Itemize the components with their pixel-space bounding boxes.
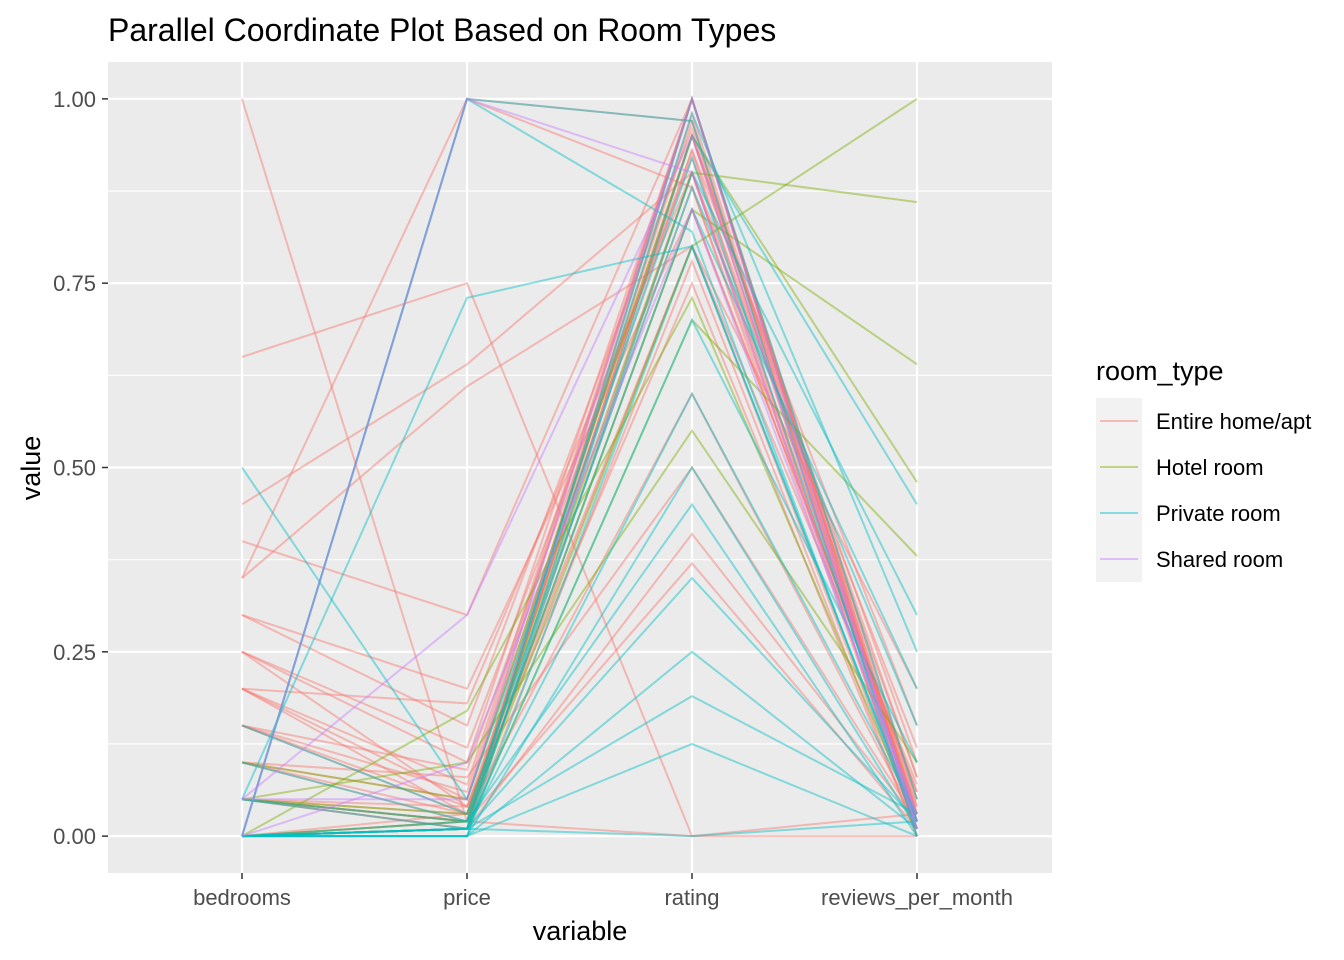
series-line bbox=[242, 133, 918, 838]
series-line bbox=[241, 245, 918, 822]
y-tick-label: 1.00 bbox=[53, 87, 96, 112]
series-line bbox=[241, 95, 918, 815]
series-line bbox=[241, 258, 918, 837]
series-line bbox=[241, 171, 918, 816]
x-tick-label: bedrooms bbox=[193, 885, 291, 910]
series-line bbox=[241, 207, 918, 838]
series-line bbox=[241, 110, 918, 823]
series-line bbox=[241, 132, 918, 830]
y-tick-label: 0.75 bbox=[53, 271, 96, 296]
series-line bbox=[241, 184, 918, 830]
x-tick-label: rating bbox=[664, 885, 719, 910]
series-line bbox=[241, 295, 918, 837]
series-line bbox=[241, 243, 918, 808]
series-line bbox=[241, 169, 918, 830]
series-line bbox=[241, 170, 918, 800]
series-line bbox=[241, 820, 917, 838]
series-line bbox=[242, 742, 918, 838]
series-line bbox=[241, 170, 918, 838]
legend-title: room_type bbox=[1096, 356, 1224, 386]
series-line bbox=[241, 154, 918, 778]
series-line bbox=[241, 97, 918, 837]
series-line bbox=[241, 428, 918, 801]
series-line bbox=[241, 280, 918, 837]
series-line bbox=[241, 391, 918, 822]
series-line bbox=[242, 95, 918, 830]
series-line bbox=[241, 184, 918, 816]
series-lines bbox=[241, 95, 918, 838]
legend-label: Private room bbox=[1156, 501, 1281, 526]
legend-key-background bbox=[1096, 536, 1142, 582]
series-line bbox=[241, 95, 918, 800]
series-line bbox=[241, 95, 918, 815]
series-line bbox=[241, 169, 918, 838]
series-line bbox=[241, 117, 918, 822]
series-line bbox=[241, 97, 918, 807]
series-line bbox=[241, 576, 918, 838]
series-line bbox=[241, 154, 918, 822]
series-line bbox=[241, 169, 918, 749]
series-line bbox=[242, 650, 918, 838]
legend-label: Entire home/apt bbox=[1156, 409, 1311, 434]
grid-lines bbox=[108, 62, 1052, 873]
series-line bbox=[241, 244, 918, 830]
series-line bbox=[241, 206, 918, 823]
legend-label: Shared room bbox=[1156, 547, 1283, 572]
series-line bbox=[241, 98, 918, 825]
x-axis-ticks: bedrooms price rating reviews_per_month bbox=[193, 873, 1013, 910]
legend: Entire home/apt Hotel room Private room Sha… bbox=[1096, 398, 1311, 582]
series-line bbox=[241, 110, 918, 830]
series-line bbox=[241, 532, 918, 838]
y-tick-label: 0.00 bbox=[53, 824, 96, 849]
series-line bbox=[241, 95, 918, 822]
series-line bbox=[241, 95, 918, 838]
x-axis-title: variable bbox=[533, 916, 628, 946]
series-line bbox=[241, 132, 918, 822]
series-line bbox=[241, 820, 918, 838]
y-tick-label: 0.50 bbox=[53, 456, 96, 481]
legend-key-background bbox=[1096, 398, 1142, 444]
series-line bbox=[241, 206, 918, 838]
series-line bbox=[241, 133, 918, 801]
series-line bbox=[241, 206, 918, 793]
x-tick-label: price bbox=[443, 885, 491, 910]
series-line bbox=[241, 317, 918, 830]
series-line bbox=[241, 694, 918, 838]
series-line bbox=[241, 97, 918, 837]
legend-key-background bbox=[1096, 444, 1142, 490]
series-line bbox=[241, 391, 918, 838]
series-line bbox=[241, 465, 918, 822]
series-line bbox=[242, 465, 918, 838]
chart-title: Parallel Coordinate Plot Based on Room T… bbox=[108, 12, 776, 48]
legend-key-background bbox=[1096, 490, 1142, 536]
series-line bbox=[241, 95, 918, 823]
legend-label: Hotel room bbox=[1156, 455, 1264, 480]
series-line bbox=[241, 98, 918, 823]
series-line bbox=[241, 97, 918, 837]
series-line bbox=[241, 125, 918, 815]
series-line bbox=[241, 95, 918, 838]
series-line bbox=[241, 132, 918, 823]
series-line bbox=[241, 147, 918, 837]
series-line bbox=[241, 561, 918, 830]
series-line bbox=[241, 243, 918, 838]
series-line bbox=[241, 318, 918, 838]
y-tick-label: 0.25 bbox=[53, 640, 96, 665]
series-line bbox=[241, 147, 918, 816]
y-axis-title: value bbox=[16, 436, 46, 501]
series-line bbox=[241, 96, 918, 822]
series-line bbox=[241, 281, 918, 838]
series-line bbox=[241, 132, 918, 838]
series-line bbox=[241, 502, 918, 837]
y-axis-ticks: 0.00 0.25 0.50 0.75 1.00 bbox=[53, 87, 108, 849]
series-line bbox=[242, 243, 918, 838]
x-tick-label: reviews_per_month bbox=[821, 885, 1013, 910]
series-line bbox=[241, 97, 918, 837]
series-line bbox=[241, 206, 918, 838]
